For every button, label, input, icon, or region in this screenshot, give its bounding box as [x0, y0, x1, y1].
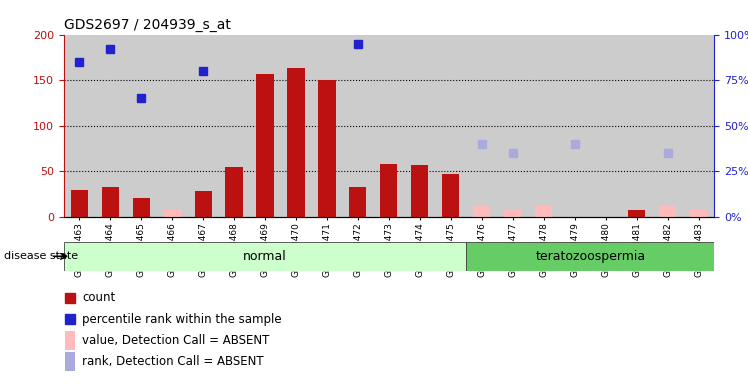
Bar: [473, 206, 491, 217]
Text: teratozoospermia: teratozoospermia: [536, 250, 646, 263]
Text: count: count: [82, 291, 116, 305]
Bar: [467, 35, 497, 217]
Bar: [225, 167, 242, 217]
Bar: [65, 331, 76, 349]
Bar: [65, 353, 76, 371]
Bar: [343, 35, 373, 217]
Bar: [684, 35, 714, 217]
Bar: [622, 35, 652, 217]
Bar: [628, 210, 646, 217]
Bar: [257, 74, 274, 217]
Bar: [435, 35, 467, 217]
Bar: [64, 242, 467, 271]
Text: percentile rank within the sample: percentile rank within the sample: [82, 313, 282, 326]
Bar: [194, 190, 212, 217]
Bar: [381, 164, 397, 217]
Bar: [536, 206, 553, 217]
Bar: [349, 187, 367, 217]
Bar: [156, 35, 188, 217]
Bar: [528, 35, 560, 217]
Bar: [690, 210, 708, 217]
Bar: [102, 187, 119, 217]
Bar: [504, 210, 521, 217]
Bar: [287, 68, 304, 217]
Text: rank, Detection Call = ABSENT: rank, Detection Call = ABSENT: [82, 355, 264, 368]
Bar: [280, 35, 311, 217]
Bar: [94, 35, 126, 217]
Bar: [405, 35, 435, 217]
Text: GDS2697 / 204939_s_at: GDS2697 / 204939_s_at: [64, 18, 230, 32]
Text: disease state: disease state: [4, 251, 78, 262]
Bar: [411, 165, 429, 217]
Bar: [442, 174, 459, 217]
Bar: [652, 35, 684, 217]
Bar: [188, 35, 218, 217]
Bar: [373, 35, 405, 217]
Bar: [126, 35, 156, 217]
Bar: [218, 35, 250, 217]
Bar: [70, 190, 88, 217]
Bar: [497, 35, 528, 217]
Bar: [659, 206, 676, 217]
Text: normal: normal: [243, 250, 287, 263]
Text: value, Detection Call = ABSENT: value, Detection Call = ABSENT: [82, 334, 270, 347]
Bar: [132, 198, 150, 217]
Bar: [311, 35, 343, 217]
Bar: [164, 210, 180, 217]
Bar: [560, 35, 590, 217]
Bar: [250, 35, 280, 217]
Bar: [590, 35, 622, 217]
Bar: [64, 35, 94, 217]
Bar: [319, 80, 336, 217]
Bar: [467, 242, 714, 271]
